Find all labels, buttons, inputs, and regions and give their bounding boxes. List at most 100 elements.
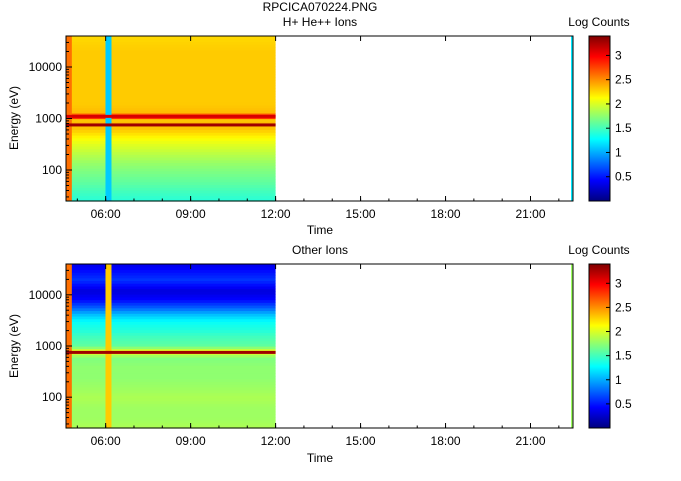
heatmap-cell xyxy=(66,335,276,339)
heatmap-cell xyxy=(66,400,276,404)
heatmap-cell xyxy=(66,408,276,413)
heatmap-cell xyxy=(66,146,276,150)
heatmap-cell xyxy=(66,190,276,194)
heatmap-cell xyxy=(66,302,276,306)
heatmap-cell xyxy=(66,392,276,396)
heatmap-cell xyxy=(66,397,276,402)
heatmap-cell xyxy=(66,162,276,166)
x-tick-label: 21:00 xyxy=(515,434,545,448)
heatmap-cell xyxy=(66,104,276,109)
heatmap-cell xyxy=(66,337,276,342)
heatmap-cell xyxy=(66,384,276,388)
heatmap-cell xyxy=(66,179,276,183)
heatmap-cell xyxy=(66,378,276,383)
heatmap-cell xyxy=(66,411,276,415)
x-tick-label: 06:00 xyxy=(91,207,121,221)
x-tick-label: 21:00 xyxy=(515,207,545,221)
colorbar-label: Log Counts xyxy=(568,15,629,29)
heatmap-cell xyxy=(66,93,276,98)
heatmap-cell xyxy=(66,102,276,106)
x-tick-label: 15:00 xyxy=(346,434,376,448)
heatmap-cell xyxy=(66,176,276,180)
heatmap-cell xyxy=(66,315,276,320)
heatmap-cell xyxy=(66,113,276,117)
heatmap-cell xyxy=(66,96,276,100)
x-tick-label: 18:00 xyxy=(431,207,461,221)
heatmap-cell xyxy=(66,195,276,199)
heatmap-cell xyxy=(66,60,276,65)
panel-h-he-ions: H+ He++ Ions 06:00 09:00 12:00 15:00 18:00 21… xyxy=(7,15,632,237)
heatmap-cell xyxy=(66,44,276,48)
heatmap-cell xyxy=(66,121,276,125)
heatmap-cell xyxy=(66,165,276,169)
heatmap-cell xyxy=(66,49,276,54)
heatmap-cell xyxy=(66,173,276,177)
heatmap-cell xyxy=(66,159,276,164)
heatmap-cell xyxy=(66,110,276,114)
heatmap-cell xyxy=(66,154,276,158)
heatmap-cell xyxy=(66,332,276,336)
y-tick-label: 1000 xyxy=(35,339,62,353)
colorbar-tick-label: 1.5 xyxy=(615,121,632,135)
heatmap-cell xyxy=(66,395,276,399)
heatmap-cell xyxy=(66,354,276,358)
x-axis: 06:00 09:00 12:00 15:00 18:00 21:00 xyxy=(76,36,560,221)
heatmap-cell xyxy=(66,88,276,92)
y-tick-label: 1000 xyxy=(35,112,62,126)
x-tick-label: 09:00 xyxy=(176,207,206,221)
heatmap-cell xyxy=(66,170,276,175)
heatmap-cell xyxy=(66,296,276,301)
colorbar xyxy=(588,263,611,429)
heatmap-cell xyxy=(66,132,276,136)
heatmap-cell xyxy=(66,406,276,410)
heatmap-cell xyxy=(66,148,276,153)
heatmap-cell xyxy=(66,38,276,43)
x-tick-label: 12:00 xyxy=(261,207,291,221)
heatmap-cell xyxy=(66,370,276,374)
heatmap-cell xyxy=(66,324,276,328)
colorbar-tick-label: 0.5 xyxy=(615,170,632,184)
colorbar-tick-label: 3 xyxy=(615,48,622,62)
heatmap-cell xyxy=(66,280,276,284)
heatmap-cell xyxy=(66,417,276,421)
heatmap-cell xyxy=(66,157,276,161)
heatmap-cell xyxy=(66,80,276,84)
heatmap-cell xyxy=(66,414,276,418)
heatmap-cell xyxy=(66,168,276,172)
heatmap-cell xyxy=(66,299,276,303)
panel-other-ions: Other Ions 06:00 09:00 12:00 15:00 18:00 21:0… xyxy=(7,243,632,465)
heatmap-cell xyxy=(66,291,276,295)
colorbar-tick-label: 2.5 xyxy=(615,73,632,87)
heatmap-cell xyxy=(66,41,276,45)
heatmap-cell xyxy=(66,359,276,363)
heatmap-band xyxy=(66,123,276,127)
heatmap-cell xyxy=(66,326,276,331)
heatmap-cell xyxy=(66,99,276,103)
heatmap-cell xyxy=(66,266,276,271)
heatmap-cell xyxy=(66,107,276,111)
heatmap-band xyxy=(66,350,276,354)
heatmap-cell xyxy=(66,343,276,347)
colorbar-tick-label: 1 xyxy=(615,373,622,387)
heatmap-cell xyxy=(66,422,276,426)
heatmap-band xyxy=(66,114,276,118)
heatmap-cell xyxy=(66,318,276,322)
x-tick-label: 09:00 xyxy=(176,434,206,448)
colorbar-tick-label: 0.5 xyxy=(615,397,632,411)
heatmap-cell xyxy=(66,66,276,70)
figure-title: RPCICA070224.PNG xyxy=(263,0,378,14)
heatmap-cell xyxy=(66,310,276,314)
panel-title: Other Ions xyxy=(292,243,348,257)
colorbar-label: Log Counts xyxy=(568,243,629,257)
heatmap-cell xyxy=(66,269,276,273)
heatmap-cell xyxy=(66,419,276,424)
heatmap-cell xyxy=(66,69,276,73)
heatmap-cell xyxy=(66,389,276,394)
y-axis: 100 1000 10000 xyxy=(29,35,72,198)
x-axis-label: Time xyxy=(307,223,334,237)
heatmap-cell xyxy=(66,425,276,429)
heatmap-cell xyxy=(66,77,276,81)
y-axis-label: Energy (eV) xyxy=(7,86,21,150)
heatmap-cell xyxy=(66,85,276,89)
